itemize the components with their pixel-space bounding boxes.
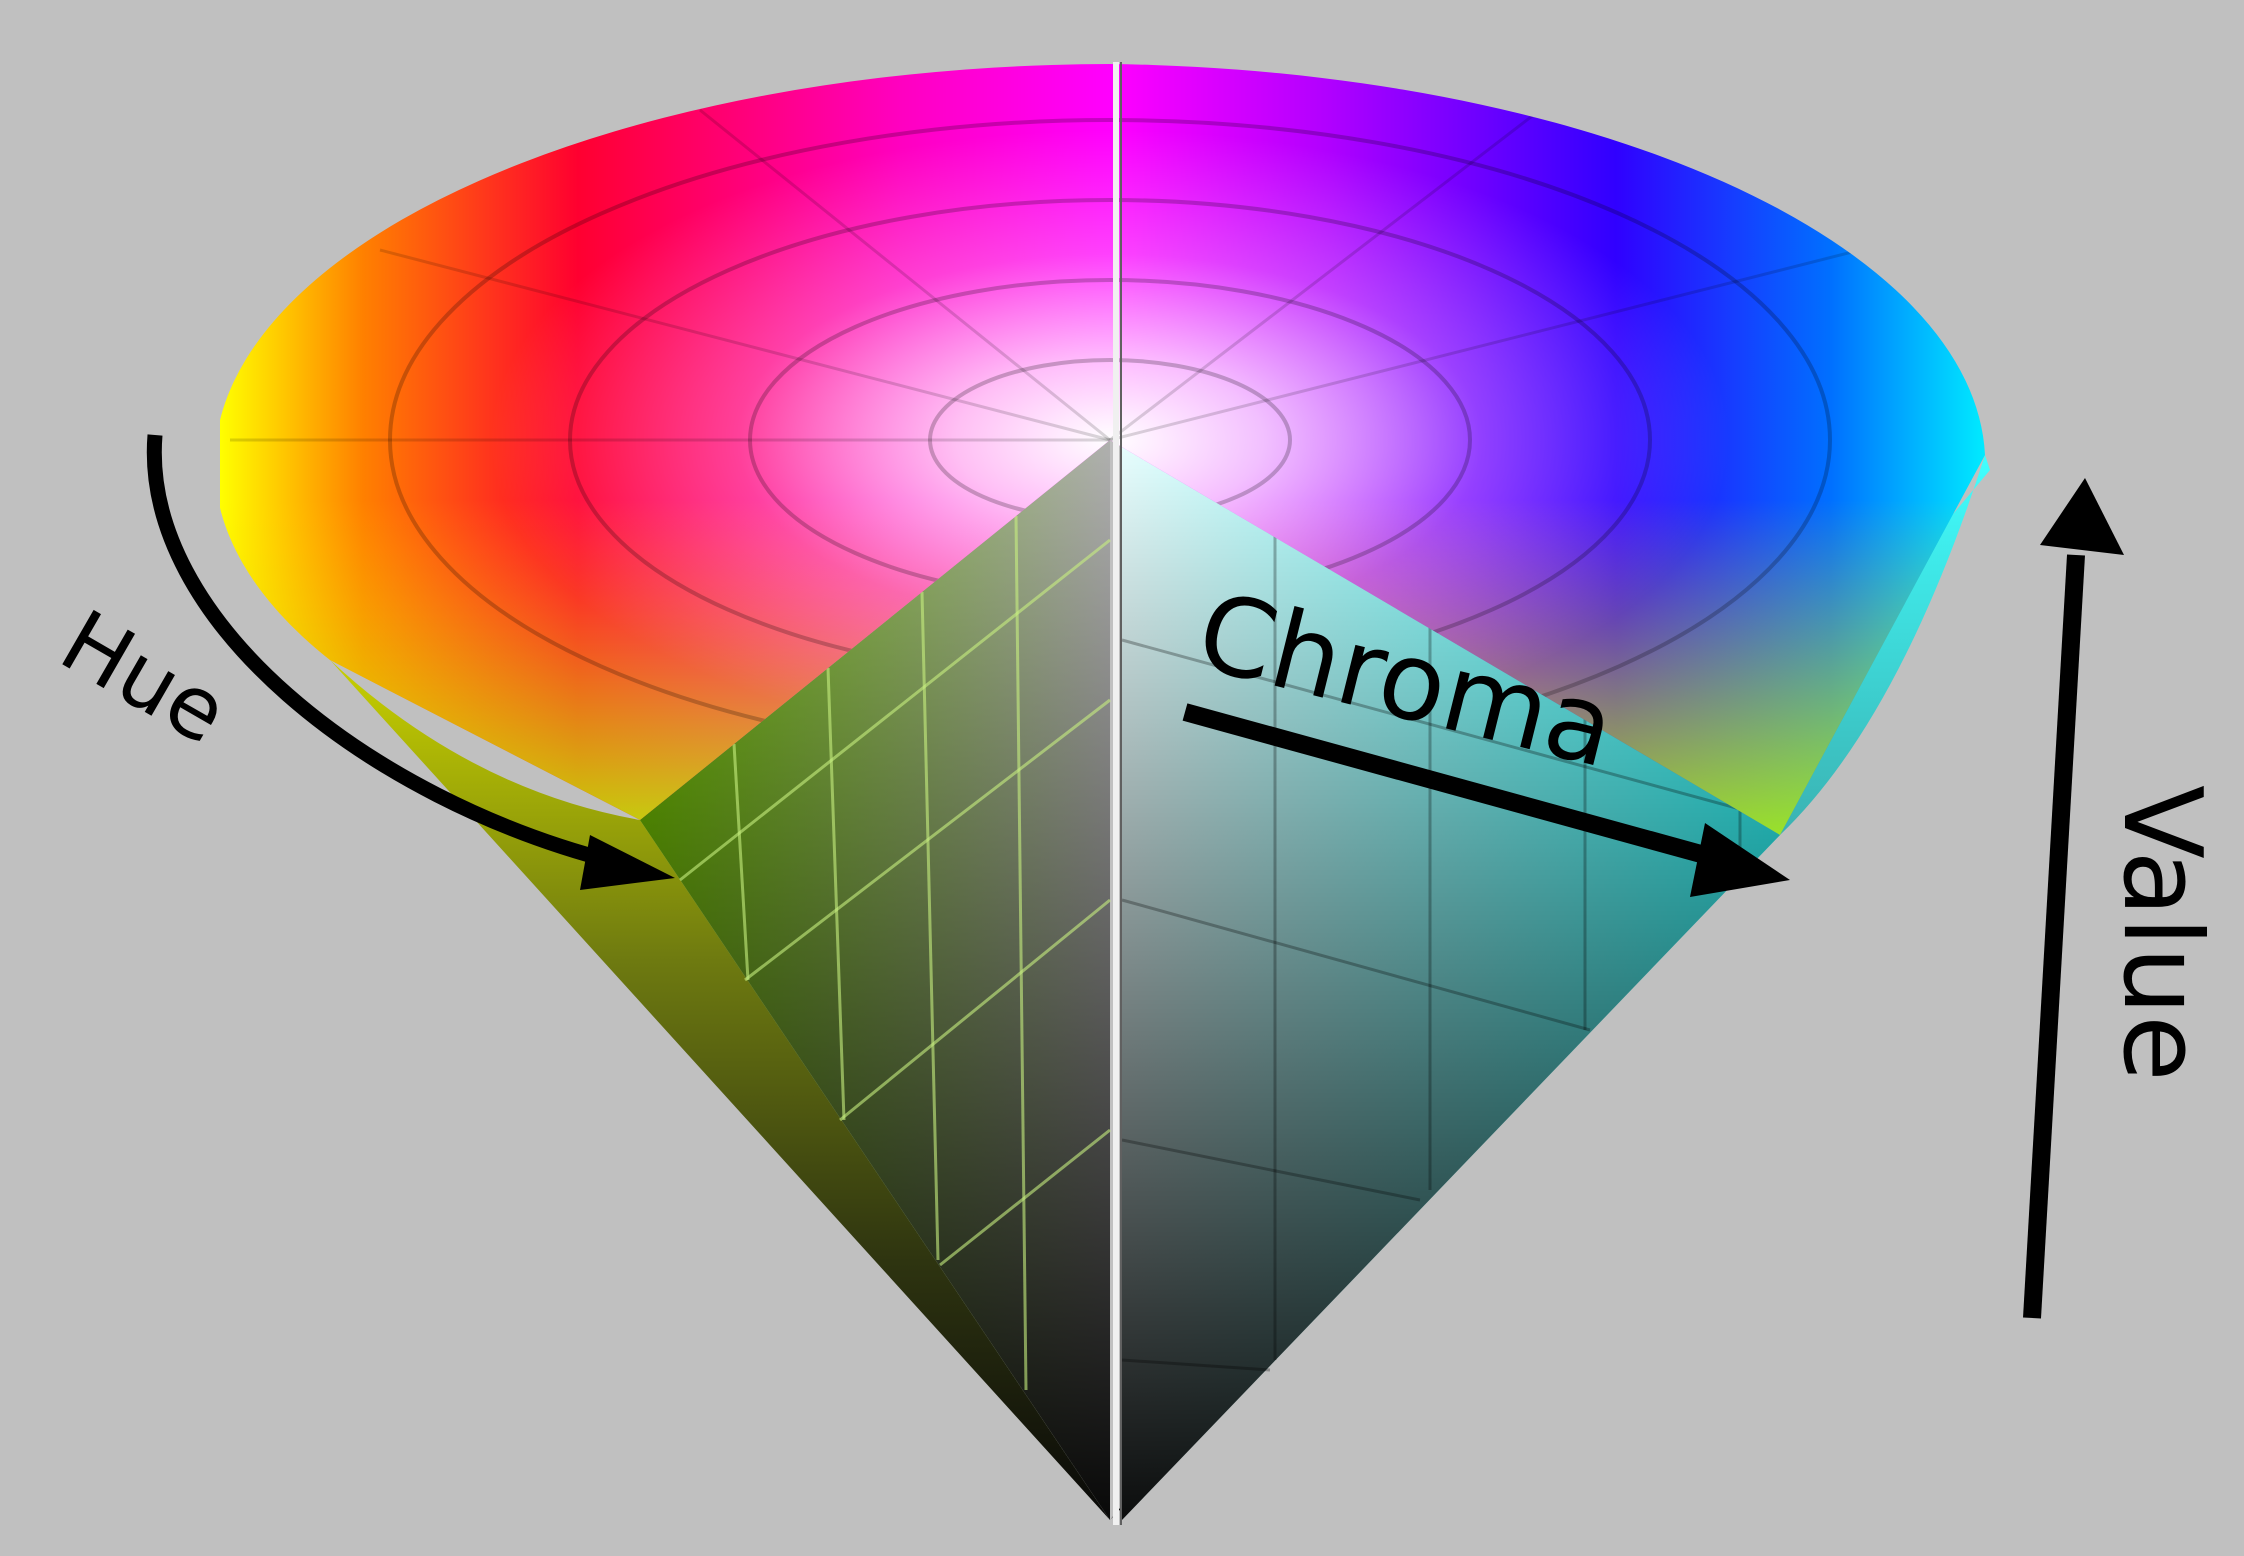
value-label: Value [2099, 785, 2224, 1082]
